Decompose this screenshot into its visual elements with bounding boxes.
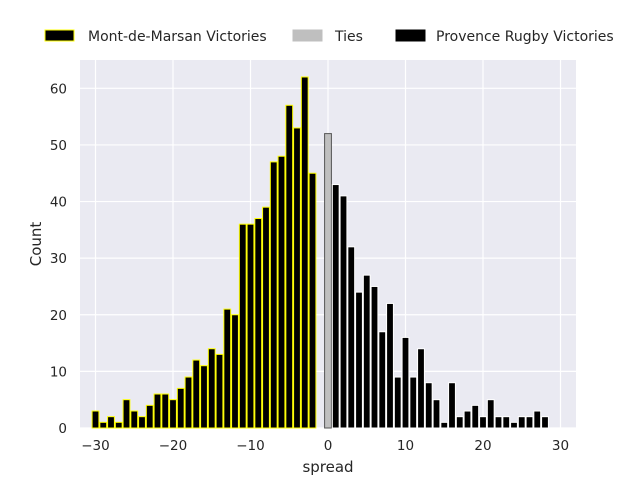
bar-series-0	[161, 393, 170, 429]
bar-series-2	[355, 291, 363, 429]
bar-series-0	[231, 314, 239, 429]
bar-series-2	[347, 246, 356, 429]
bar-series-0	[138, 416, 146, 429]
bar-series-0	[107, 416, 115, 429]
bar-series-2	[486, 399, 495, 429]
bar-series-0	[308, 172, 317, 429]
y-axis-ticks: 0 10 20 30 40 50 60	[50, 81, 67, 437]
x-tick-label: −20	[159, 438, 188, 454]
x-tick-label: 30	[552, 438, 569, 454]
bar-series-0	[200, 365, 208, 429]
bar-series-2	[455, 416, 464, 429]
bar-series-2	[370, 285, 379, 429]
x-axis-ticks: −30 −20 −10 0 10 20 30	[81, 438, 569, 454]
bar-series-0	[145, 404, 154, 429]
bar-series-2	[339, 195, 348, 429]
bar-series-2	[502, 416, 511, 429]
y-tick-label: 60	[50, 81, 67, 97]
bar-series-2	[378, 331, 387, 429]
bar-series-2	[440, 421, 449, 429]
y-axis-title: Count	[27, 222, 45, 267]
x-tick-label: 0	[324, 438, 333, 454]
bar-series-0	[285, 104, 294, 429]
bar-series-2	[432, 399, 441, 429]
bar-series-0	[269, 161, 278, 429]
y-tick-label: 10	[50, 364, 67, 380]
legend-swatch-mont-de-marsan	[44, 29, 75, 42]
bar-series-2	[417, 348, 425, 429]
bar-series-2	[393, 376, 402, 429]
y-tick-label: 50	[50, 138, 67, 154]
bar-series-2	[510, 421, 518, 429]
bar-series-0	[91, 410, 100, 429]
bar-series-0	[184, 376, 193, 429]
bar-series-2	[494, 416, 503, 429]
bar-series-2	[541, 416, 549, 429]
legend-entry-mont-de-marsan: Mont-de-Marsan Victories	[44, 29, 267, 45]
bar-series-0	[153, 393, 162, 429]
bar-series-0	[246, 223, 255, 429]
bar-series-0	[238, 223, 247, 429]
legend-entry-provence: Provence Rugby Victories	[395, 29, 614, 45]
bar-series-0	[176, 387, 185, 429]
legend-label-ties: Ties	[334, 29, 363, 45]
bar-series-0	[215, 353, 224, 429]
bar-series-2	[424, 382, 433, 429]
bar-series-0	[277, 155, 286, 429]
y-tick-label: 0	[58, 421, 67, 437]
bars	[91, 76, 549, 429]
bar-series-2	[448, 382, 456, 429]
legend: Mont-de-Marsan Victories Ties Provence R…	[44, 29, 614, 45]
bar-series-2	[386, 302, 394, 429]
bar-series-2	[463, 410, 472, 429]
y-tick-label: 40	[50, 195, 67, 211]
x-tick-label: 10	[397, 438, 414, 454]
legend-swatch-ties	[292, 29, 323, 42]
bar-series-2	[409, 376, 418, 429]
legend-label-mont-de-marsan: Mont-de-Marsan Victories	[88, 29, 267, 45]
legend-label-provence: Provence Rugby Victories	[436, 29, 614, 45]
bar-series-0	[293, 127, 301, 429]
bar-series-0	[300, 76, 309, 429]
y-tick-label: 30	[50, 251, 67, 267]
bar-series-2	[331, 184, 340, 429]
bar-series-1	[324, 133, 332, 429]
bar-series-2	[471, 404, 480, 429]
bar-series-0	[207, 348, 216, 429]
y-tick-label: 20	[50, 308, 67, 324]
bar-series-2	[401, 336, 410, 429]
bar-series-0	[254, 218, 263, 429]
bar-series-0	[169, 399, 177, 429]
x-tick-label: 20	[474, 438, 491, 454]
x-tick-label: −10	[236, 438, 265, 454]
legend-entry-ties: Ties	[292, 29, 363, 45]
bar-series-0	[262, 206, 270, 429]
bar-series-0	[122, 399, 131, 429]
bar-series-2	[517, 416, 526, 429]
bar-series-0	[114, 421, 123, 429]
bar-series-0	[130, 410, 139, 429]
bar-series-2	[533, 410, 542, 429]
x-tick-label: −30	[81, 438, 110, 454]
bar-series-2	[479, 416, 487, 429]
x-axis-title: spread	[302, 458, 353, 476]
bar-series-0	[223, 308, 232, 429]
bar-series-2	[525, 416, 534, 429]
bar-series-2	[362, 274, 371, 429]
bar-series-0	[99, 421, 108, 429]
bar-series-0	[192, 359, 201, 429]
legend-swatch-provence	[395, 29, 426, 42]
